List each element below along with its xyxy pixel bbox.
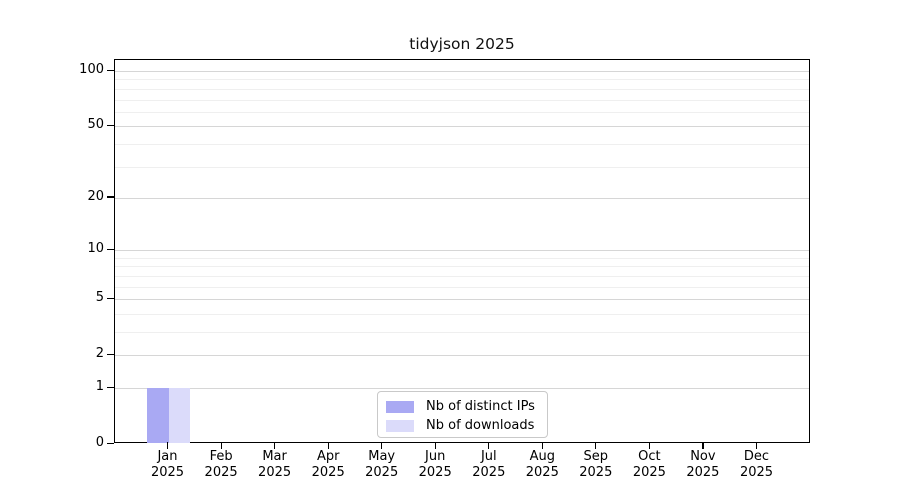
y-tick-label-2: 2 [95, 346, 104, 362]
x-tick-label-jun: Jun 2025 [404, 449, 466, 480]
x-tick-month-mar: Mar [262, 449, 287, 464]
x-tick-oct [648, 442, 651, 449]
legend-item-distinct-ips: Nb of distinct IPs [386, 397, 547, 416]
y-tick-100 [107, 69, 114, 71]
x-tick-label-feb: Feb 2025 [190, 449, 252, 480]
x-tick-month-may: May [368, 449, 396, 464]
x-tick-label-apr: Apr 2025 [297, 449, 359, 480]
x-tick-month-jan: Jan [157, 449, 178, 464]
legend-swatch-distinct-ips [386, 400, 414, 413]
x-tick-month-feb: Feb [209, 449, 233, 464]
major-gridline-2 [115, 355, 809, 357]
major-gridline-50 [115, 126, 809, 128]
x-tick-year-jan: 2025 [150, 464, 185, 480]
y-tick-label-1: 1 [95, 379, 104, 394]
major-gridline-100 [115, 71, 809, 72]
x-tick-month-oct: Oct [638, 449, 661, 464]
x-tick-apr [327, 442, 329, 449]
x-tick-month-nov: Nov [690, 449, 716, 464]
x-tick-label-dec: Dec 2025 [726, 449, 788, 480]
x-tick-month-jun: Jun [425, 449, 446, 464]
major-gridline-20 [115, 197, 809, 199]
y-tick-1 [107, 386, 114, 388]
x-tick-jun [434, 442, 436, 449]
x-tick-year-jul: 2025 [472, 464, 506, 480]
x-tick-year-feb: 2025 [204, 464, 238, 480]
minor-gridline-4 [115, 313, 809, 315]
legend-item-downloads: Nb of downloads [386, 416, 547, 435]
legend: Nb of distinct IPs Nb of downloads [377, 391, 548, 438]
x-tick-month-jul: Jul [480, 449, 497, 464]
chart-title: tidyjson 2025 [409, 35, 515, 53]
x-tick-feb [220, 442, 222, 449]
y-tick-0 [107, 442, 114, 444]
minor-gridline-9 [115, 257, 809, 259]
major-gridline-10 [115, 250, 809, 252]
x-tick-year-sep: 2025 [579, 464, 613, 480]
major-gridline-1 [115, 388, 809, 389]
plot-area [114, 59, 810, 443]
bar-jan-distinct-ips [147, 388, 169, 443]
y-tick-label-20: 20 [87, 188, 104, 204]
y-tick-label-10: 10 [87, 241, 104, 257]
x-tick-month-dec: Dec [743, 449, 770, 464]
x-tick-month-apr: Apr [316, 449, 340, 464]
y-tick-50 [107, 124, 114, 126]
y-tick-label-50: 50 [87, 117, 104, 133]
x-tick-label-nov: Nov 2025 [672, 449, 734, 480]
minor-gridline-60 [115, 111, 809, 113]
x-tick-dec [756, 442, 758, 449]
minor-gridline-8 [115, 266, 809, 268]
y-tick-20 [107, 196, 114, 198]
x-tick-label-aug: Aug 2025 [511, 449, 573, 480]
x-tick-sep [595, 442, 597, 449]
major-gridline-5 [115, 299, 809, 301]
y-tick-label-0: 0 [95, 435, 104, 450]
y-tick-2 [107, 353, 114, 355]
x-tick-jan [167, 442, 169, 449]
bar-jan-downloads [168, 388, 190, 443]
minor-gridline-6 [115, 286, 809, 288]
minor-gridline-70 [115, 99, 809, 101]
x-tick-year-oct: 2025 [632, 464, 666, 480]
y-tick-5 [107, 297, 114, 299]
x-tick-may [381, 442, 383, 449]
x-tick-year-nov: 2025 [686, 464, 720, 480]
x-tick-year-mar: 2025 [258, 464, 292, 480]
minor-gridline-7 [115, 275, 809, 277]
minor-gridline-40 [115, 143, 809, 145]
x-tick-jul [488, 442, 490, 449]
x-tick-aug [541, 442, 543, 449]
x-tick-nov [702, 442, 704, 449]
x-tick-label-mar: Mar 2025 [244, 449, 306, 480]
y-tick-label-5: 5 [95, 290, 104, 306]
minor-gridline-90 [115, 79, 809, 81]
minor-gridline-30 [115, 166, 809, 168]
x-tick-month-aug: Aug [529, 449, 555, 464]
legend-label-distinct-ips: Nb of distinct IPs [426, 399, 535, 414]
x-tick-year-jun: 2025 [418, 464, 452, 480]
minor-gridline-3 [115, 332, 809, 333]
minor-gridline-80 [115, 88, 809, 90]
x-tick-month-sep: Sep [583, 449, 609, 464]
x-tick-year-dec: 2025 [739, 464, 774, 480]
legend-label-downloads: Nb of downloads [426, 418, 535, 433]
x-tick-label-jan: Jan 2025 [137, 449, 199, 480]
x-tick-year-aug: 2025 [525, 464, 559, 480]
x-tick-mar [274, 442, 276, 449]
legend-swatch-downloads [386, 419, 414, 432]
x-tick-label-sep: Sep 2025 [565, 449, 627, 480]
y-tick-10 [107, 248, 114, 250]
x-tick-year-may: 2025 [365, 464, 399, 480]
x-tick-label-oct: Oct 2025 [618, 449, 680, 480]
x-tick-label-jul: Jul 2025 [458, 449, 520, 480]
y-tick-label-100: 100 [79, 62, 104, 77]
x-tick-year-apr: 2025 [311, 464, 345, 480]
x-tick-label-may: May 2025 [351, 449, 413, 480]
